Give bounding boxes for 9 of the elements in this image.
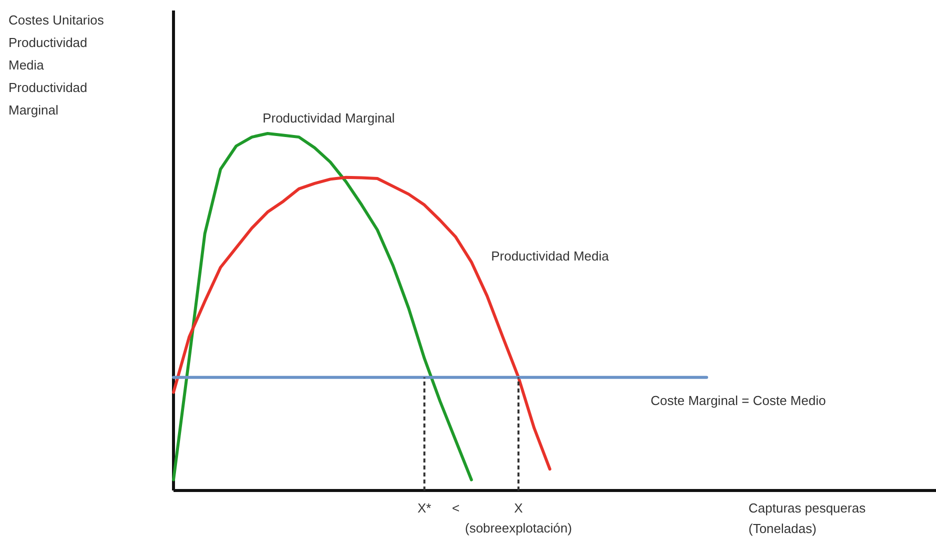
y-axis-title: Costes Unitarios Productividad Media Productividad Marginal: [8, 12, 104, 118]
x-tick-label: X: [514, 500, 524, 516]
series-label: Coste Marginal = Coste Medio: [650, 392, 826, 408]
text: (sobreexplotación): [464, 520, 572, 536]
x-axis-title: Capturas pesqueras (Toneladas): [748, 500, 866, 536]
x-tick-label: X*: [418, 500, 432, 516]
series-label: Productividad Marginal: [262, 110, 395, 126]
x-tick-label: <: [452, 500, 460, 516]
series-label: Productividad Media: [491, 248, 610, 264]
